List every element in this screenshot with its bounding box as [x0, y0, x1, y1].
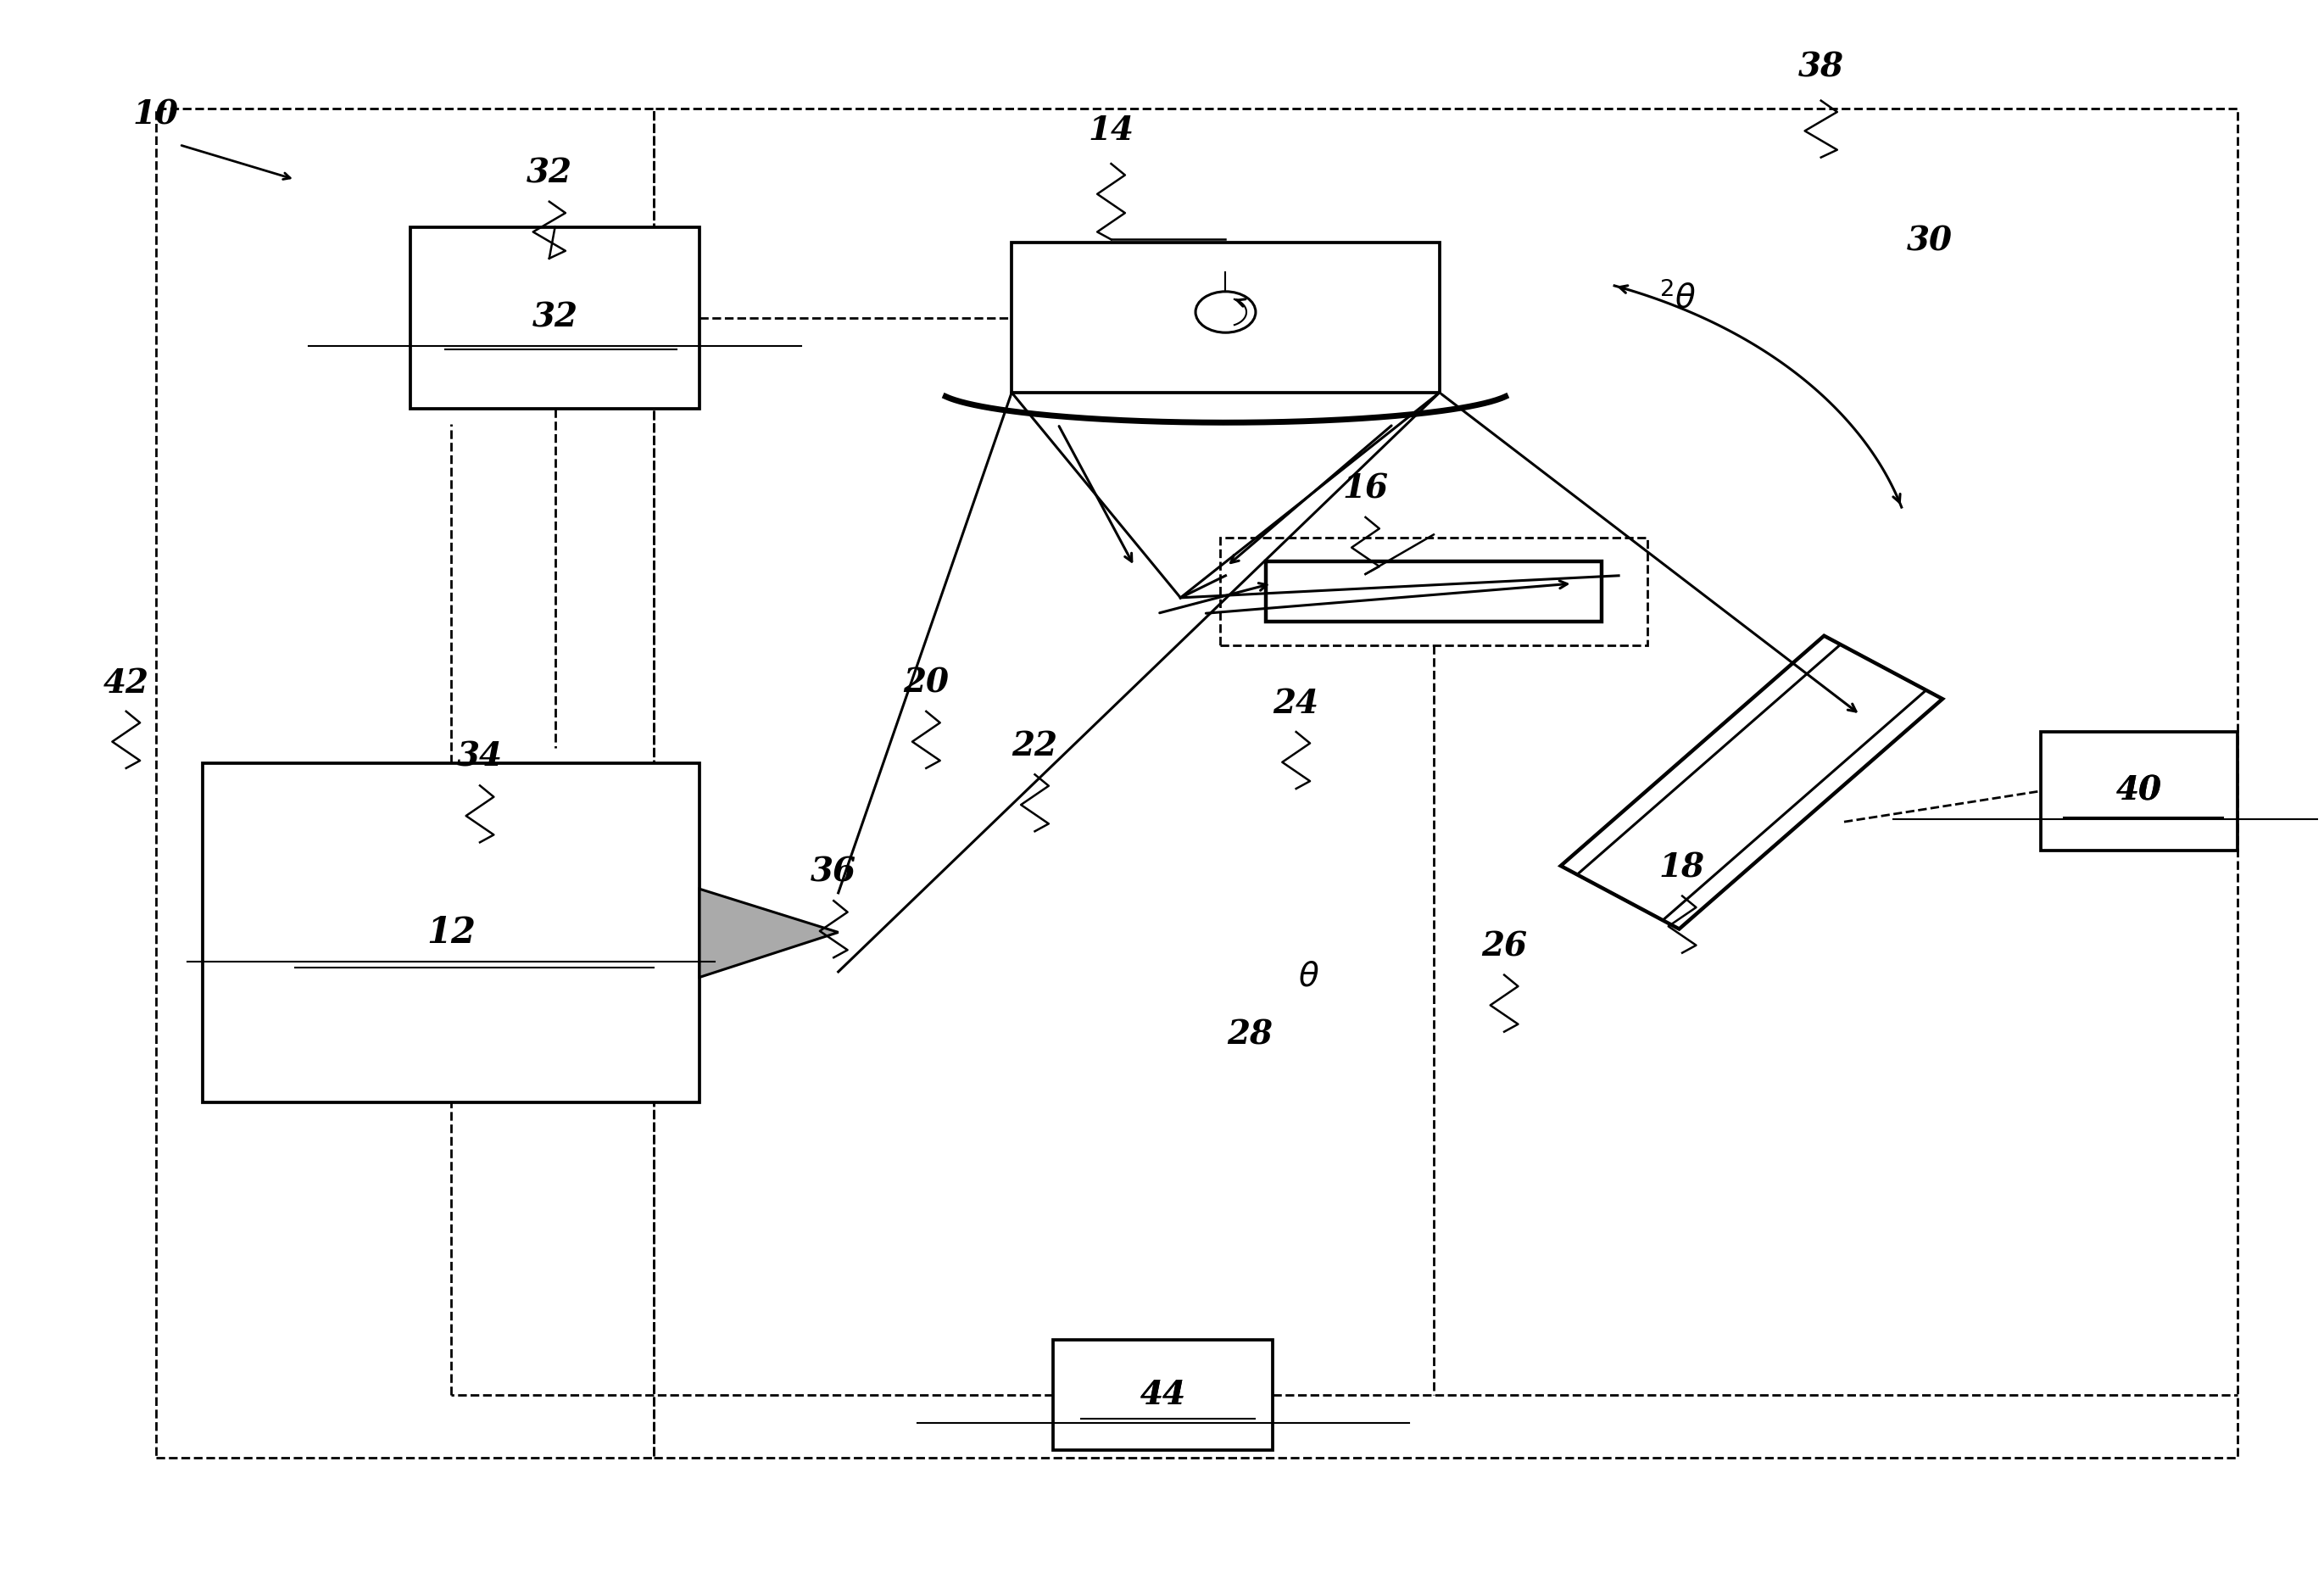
Bar	[1578, 644, 1927, 921]
Bar	[202, 763, 700, 1103]
Bar	[2040, 731, 2238, 851]
Bar	[1562, 636, 1943, 929]
Text: 40: 40	[2117, 774, 2161, 808]
Polygon shape	[700, 889, 839, 978]
Text: 18: 18	[1659, 852, 1706, 884]
Bar	[1011, 243, 1439, 393]
Text: 20: 20	[904, 666, 948, 700]
Text: 14: 14	[1088, 114, 1134, 146]
Text: 16: 16	[1343, 472, 1387, 506]
Bar	[653, 108, 2238, 1458]
Bar	[156, 108, 653, 1458]
Text: 26: 26	[1480, 930, 1527, 964]
Bar	[1267, 561, 1601, 622]
Text: 32: 32	[525, 157, 572, 189]
Text: 28: 28	[1227, 1019, 1274, 1051]
Text: 34: 34	[458, 741, 502, 773]
Text: 12: 12	[425, 916, 476, 951]
Text: $^2\theta$: $^2\theta$	[1659, 281, 1697, 315]
Text: 38: 38	[1799, 51, 1843, 84]
Bar	[411, 227, 700, 409]
Text: 40: 40	[2117, 774, 2161, 808]
Text: 42: 42	[102, 666, 149, 700]
Text: 10: 10	[132, 99, 179, 130]
Text: 30: 30	[1906, 226, 1952, 258]
Bar	[1220, 537, 1648, 646]
Text: $\theta$: $\theta$	[1299, 960, 1320, 992]
Text: 24: 24	[1274, 687, 1318, 720]
Text: 36: 36	[811, 857, 855, 889]
Text: 32: 32	[532, 302, 579, 334]
Text: 22: 22	[1011, 730, 1057, 762]
Bar	[1053, 1339, 1274, 1450]
Text: 44: 44	[1141, 1379, 1185, 1410]
Text: 44: 44	[1141, 1379, 1185, 1410]
